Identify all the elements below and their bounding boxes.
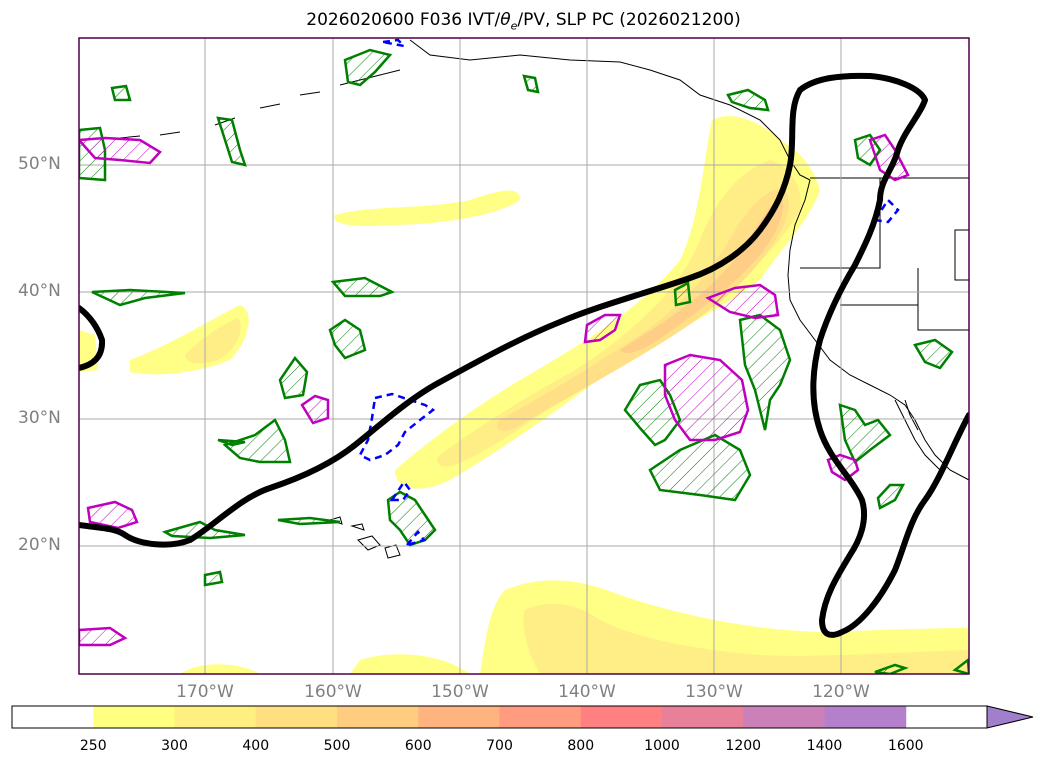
ivt-400-band xyxy=(496,189,789,431)
pv-magenta-5 xyxy=(86,500,139,530)
pv-magenta-9 xyxy=(868,133,910,182)
slp-main-contour xyxy=(79,72,969,638)
ivt-250-streak-1 xyxy=(334,190,520,227)
colorbar-cell xyxy=(743,706,825,728)
colorbar-cell xyxy=(12,706,94,728)
colorbar-tick-label: 1200 xyxy=(725,738,762,754)
map-title: 2026020600 F036 IVT/θe/PV, SLP PC (20260… xyxy=(306,10,741,33)
pv-green-18 xyxy=(110,84,132,102)
pv-green-2 xyxy=(278,355,309,400)
colorbar-tick-label: 250 xyxy=(79,738,107,754)
pv-green-6 xyxy=(386,490,437,547)
pv-magenta-1 xyxy=(663,353,750,442)
lon-label-160w: 160°W xyxy=(304,682,362,702)
baja-california xyxy=(894,399,941,471)
us-state-lines xyxy=(800,178,969,331)
graticule xyxy=(79,38,969,674)
colorbar-frame xyxy=(11,705,988,729)
north-america-west-coast xyxy=(787,179,969,481)
colorbar-cell xyxy=(174,706,257,728)
pv-green-24 xyxy=(217,438,246,447)
colorbar-tick-label: 700 xyxy=(486,738,513,754)
alaska-coast xyxy=(409,39,811,181)
colorbar-tick-label: 500 xyxy=(323,738,351,754)
colorbar-cell xyxy=(580,706,663,728)
pv-magenta-4 xyxy=(300,394,330,425)
lat-label-20n: 20°N xyxy=(18,535,61,555)
lat-label-30n: 30°N xyxy=(18,408,61,428)
hawaii-islands xyxy=(328,516,401,559)
pv-green-9 xyxy=(738,313,792,431)
pv-green-11 xyxy=(876,483,906,510)
colorbar-tick-label: 1000 xyxy=(644,738,680,754)
pv-green-13 xyxy=(726,88,770,112)
pv-green-3 xyxy=(328,318,367,360)
pv-contours-magenta xyxy=(79,133,910,647)
pv-magenta-6 xyxy=(79,136,162,165)
slp-west-contour xyxy=(79,305,106,371)
colorbar-tick-label: 400 xyxy=(242,738,270,754)
colorbar-tick-label: 800 xyxy=(567,738,595,754)
pv-green-19 xyxy=(522,74,540,94)
ivt-300-streak-2 xyxy=(185,318,241,364)
colorbar-tick-label: 1400 xyxy=(806,738,843,754)
ivt-250-south-blob xyxy=(350,654,470,674)
ivt-300-band xyxy=(436,160,801,467)
map-plot xyxy=(78,37,970,675)
map-frame xyxy=(78,37,970,675)
pv-green-8 xyxy=(648,433,752,502)
pv-green-16 xyxy=(216,116,247,167)
colorbar-cell xyxy=(337,706,419,728)
pv-green-1 xyxy=(222,418,292,464)
colorbar-tick-label: 600 xyxy=(404,738,432,754)
colorbar-tick-label: 1600 xyxy=(887,738,924,754)
lat-label-50n: 50°N xyxy=(18,154,61,174)
pv-green-4 xyxy=(330,276,396,298)
ivt-colorbar xyxy=(11,705,1034,729)
colorbar-cell xyxy=(662,706,744,728)
pv-magenta-3 xyxy=(583,313,622,344)
pv-green-20 xyxy=(673,281,692,307)
colorbar-extend-arrow xyxy=(986,705,1034,729)
colorbar-cell xyxy=(418,706,500,728)
lon-label-170w: 170°W xyxy=(176,682,234,702)
pv-green-5 xyxy=(91,288,186,307)
colorbar-tick-label: 300 xyxy=(161,738,188,754)
slp-contours xyxy=(79,72,969,638)
pv-green-22 xyxy=(277,516,341,526)
pv-blue-2 xyxy=(389,479,412,502)
lon-label-130w: 130°W xyxy=(685,682,743,702)
pv-green-15 xyxy=(343,48,393,87)
pv-green-23 xyxy=(203,570,224,587)
pv-magenta-7 xyxy=(79,626,128,647)
colorbar-cell xyxy=(824,706,907,728)
pv-green-10 xyxy=(838,403,892,464)
pv-magenta-2 xyxy=(705,283,780,320)
pv-green-12 xyxy=(913,338,954,370)
lon-label-140w: 140°W xyxy=(558,682,616,702)
lat-label-40n: 40°N xyxy=(18,281,61,301)
colorbar-cell xyxy=(255,706,338,728)
lon-label-120w: 120°W xyxy=(812,682,870,702)
pv-blue-3 xyxy=(872,198,900,224)
ivt-250-south-west xyxy=(180,664,260,674)
lon-label-150w: 150°W xyxy=(431,682,489,702)
colorbar-cell xyxy=(93,706,175,728)
ivt-300-south-band xyxy=(523,603,969,674)
pv-contours-green xyxy=(79,48,969,674)
colorbar-cell xyxy=(499,706,582,728)
